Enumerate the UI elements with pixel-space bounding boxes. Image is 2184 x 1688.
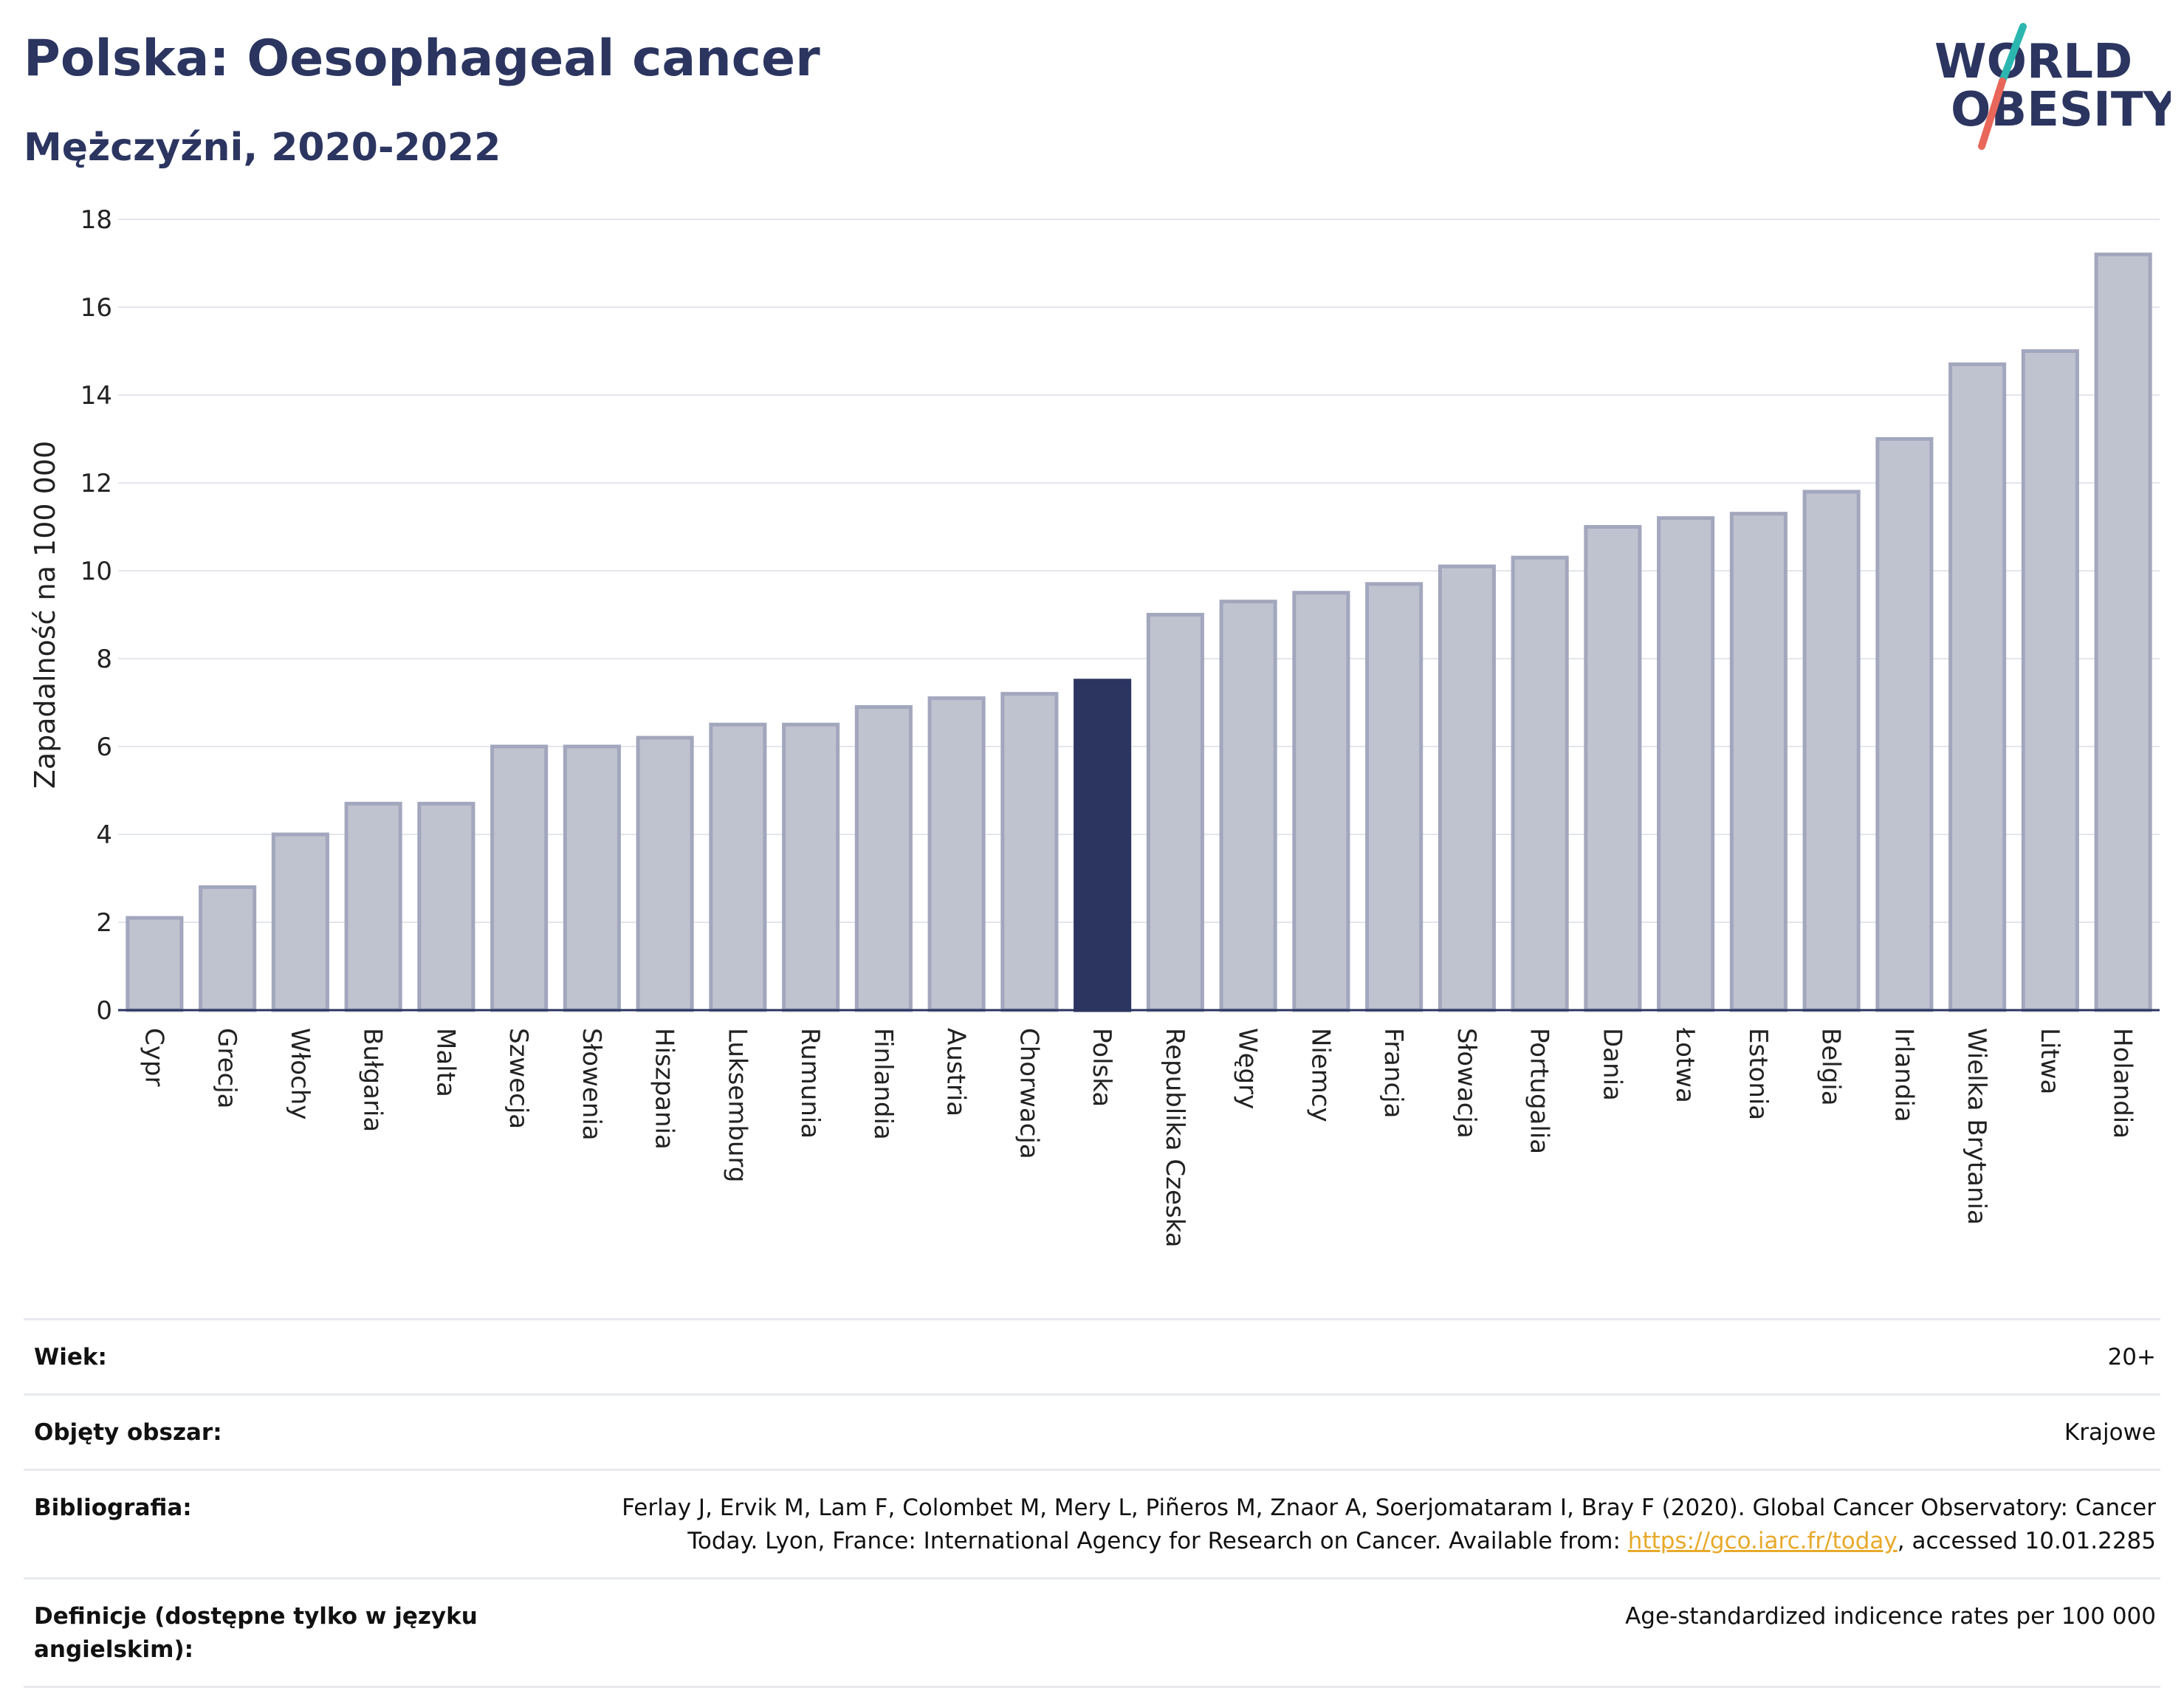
meta-key-definitions: Definicje (dostępne tylko w języku angie… — [24, 1577, 492, 1688]
y-tick-label: 2 — [96, 908, 112, 938]
bar — [782, 722, 840, 1012]
x-tick-label: Niemcy — [1305, 1028, 1335, 1122]
bar — [1292, 591, 1350, 1012]
logo-text-world: WORLD — [1934, 35, 2132, 89]
x-tick-label: Estonia — [1743, 1028, 1773, 1120]
bar — [2021, 349, 2079, 1012]
bar — [636, 735, 694, 1012]
bar — [1219, 600, 1277, 1012]
x-tick-label: Słowenia — [577, 1028, 606, 1141]
logo-slash-bottom — [1978, 78, 2006, 150]
y-tick-label: 16 — [80, 293, 112, 323]
meta-value-bibliography: Ferlay J, Ervik M, Lam F, Colombet M, Me… — [492, 1468, 2160, 1579]
x-tick-label: Litwa — [2035, 1028, 2064, 1094]
meta-row-definitions: Definicje (dostępne tylko w języku angie… — [24, 1577, 2160, 1688]
x-tick-label: Finlandia — [868, 1028, 898, 1140]
x-tick-label: Słowacja — [1452, 1028, 1481, 1139]
bar — [1948, 362, 2007, 1012]
bar — [1438, 564, 1496, 1012]
x-tick-label: Rumunia — [795, 1028, 825, 1139]
bar — [1802, 490, 1861, 1012]
chart-subtitle: Mężczyźni, 2020-2022 — [24, 126, 501, 170]
meta-key-bibliography: Bibliografia: — [24, 1468, 492, 1579]
bar — [271, 832, 329, 1012]
bars — [126, 253, 2152, 1012]
bar — [344, 801, 402, 1012]
bar — [1584, 525, 1642, 1012]
bar — [1365, 582, 1424, 1012]
world-obesity-logo: WORLD OBESITY — [1934, 23, 2171, 150]
y-tick-label: 8 — [96, 645, 112, 674]
chart-title: Polska: Oesophageal cancer — [24, 30, 820, 88]
bar — [1729, 512, 1788, 1012]
meta-value-age: 20+ — [492, 1318, 2160, 1395]
x-tick-label: Łotwa — [1670, 1027, 1700, 1103]
bar — [417, 801, 475, 1012]
logo-slash-top — [1999, 23, 2027, 85]
meta-row-bibliography: Bibliografia: Ferlay J, Ervik M, Lam F, … — [24, 1468, 2160, 1579]
meta-row-coverage: Objęty obszar: Krajowe — [24, 1393, 2160, 1470]
y-tick-label: 6 — [96, 733, 112, 762]
bar — [1511, 555, 1569, 1012]
metadata-table: Wiek: 20+ Objęty obszar: Krajowe Bibliog… — [24, 1318, 2160, 1688]
x-axis-ticks: Cypr Grecja Włochy Bułgaria Malta Szwecja Słow… — [139, 1027, 2137, 1248]
x-tick-label: Grecja — [212, 1028, 241, 1108]
bar — [1146, 613, 1204, 1012]
x-tick-label: Irlandia — [1889, 1028, 1918, 1122]
x-tick-label: Republika Czeska — [1160, 1028, 1189, 1248]
meta-key-coverage: Objęty obszar: — [24, 1393, 492, 1470]
x-tick-label: Bułgaria — [358, 1028, 388, 1132]
x-tick-label: Wielka Brytania — [1962, 1028, 1991, 1225]
y-axis-ticks: 0 2 4 6 8 10 12 14 16 18 — [80, 205, 112, 1026]
bibliography-line-2-start: Today. Lyon, France: International Agenc… — [687, 1527, 1628, 1554]
bibliography-line-1: Ferlay J, Ervik M, Lam F, Colombet M, Me… — [622, 1494, 2156, 1521]
y-tick-label: 0 — [96, 996, 112, 1026]
bar — [490, 744, 549, 1012]
x-tick-label: Austria — [941, 1028, 971, 1116]
x-tick-label: Włochy — [285, 1028, 315, 1119]
bar — [1875, 437, 1934, 1012]
y-axis-label: Zapadalność na 100 000 — [29, 441, 61, 789]
bar — [927, 696, 986, 1012]
bar — [563, 744, 621, 1012]
bar — [2094, 253, 2152, 1012]
bar — [1657, 516, 1715, 1012]
x-tick-label: Francja — [1378, 1028, 1408, 1118]
meta-value-definitions: Age-standardized indicence rates per 100… — [492, 1577, 2160, 1688]
bibliography-line-2-end: , accessed 10.01.2285 — [1897, 1527, 2156, 1554]
x-tick-label: Cypr — [139, 1028, 168, 1086]
bar-chart: 0 2 4 6 8 10 12 14 16 18 Cypr Grecja Włochy Bułgaria… — [29, 205, 2160, 1248]
y-tick-label: 4 — [96, 820, 112, 850]
x-tick-label: Luksemburg — [722, 1028, 752, 1182]
y-tick-label: 12 — [80, 469, 112, 498]
x-tick-label: Holandia — [2108, 1028, 2137, 1139]
bar-highlighted — [1074, 679, 1132, 1012]
x-tick-label: Szwecja — [504, 1028, 533, 1129]
bar — [199, 885, 257, 1012]
x-tick-label: Dania — [1597, 1028, 1627, 1101]
x-tick-label: Polska — [1087, 1028, 1116, 1107]
bar — [1000, 692, 1059, 1012]
x-tick-label: Hiszpania — [650, 1028, 679, 1150]
x-tick-label: Malta — [430, 1028, 460, 1097]
y-tick-label: 10 — [80, 557, 112, 586]
y-tick-label: 14 — [80, 381, 112, 411]
meta-row-age: Wiek: 20+ — [24, 1318, 2160, 1395]
meta-value-coverage: Krajowe — [492, 1393, 2160, 1470]
bar — [126, 916, 184, 1012]
bibliography-link[interactable]: https://gco.iarc.fr/today — [1627, 1527, 1898, 1554]
y-tick-label: 18 — [80, 205, 112, 235]
x-tick-label: Portugalia — [1525, 1028, 1554, 1154]
bar — [709, 722, 767, 1012]
x-tick-label: Chorwacja — [1014, 1028, 1043, 1159]
meta-key-age: Wiek: — [24, 1318, 492, 1395]
x-tick-label: Belgia — [1816, 1028, 1846, 1106]
bar — [854, 704, 913, 1012]
x-tick-label: Węgry — [1233, 1028, 1263, 1109]
